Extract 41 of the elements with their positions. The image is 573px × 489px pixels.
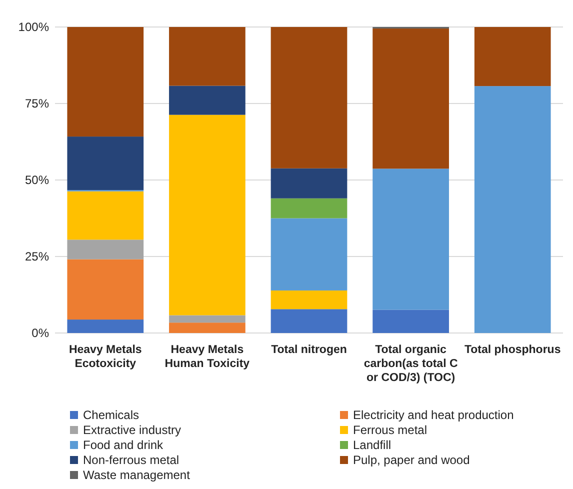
bar	[270, 168, 348, 198]
bar	[67, 191, 144, 240]
bar	[67, 136, 144, 190]
bar	[67, 259, 144, 320]
y-tick-label: 100%	[18, 20, 50, 34]
legend-label: Landfill	[353, 438, 392, 452]
bar	[372, 310, 449, 333]
legend-label: Chemicals	[83, 408, 140, 422]
bar	[67, 27, 144, 137]
bar	[169, 114, 246, 316]
y-tick-label: 50%	[24, 173, 50, 188]
x-tick-label: Heavy Metals Human Toxicity	[164, 344, 250, 370]
x-tick-label: Heavy Metals Ecotoxicity	[68, 344, 142, 370]
bar	[474, 27, 551, 86]
bar	[169, 315, 246, 323]
x-tick-label: Total phosphorus	[464, 344, 561, 356]
x-tick-label: Total nitrogen	[271, 344, 347, 356]
legend-label: Ferrous metal	[353, 423, 428, 437]
bar	[270, 218, 348, 290]
bar	[372, 28, 449, 169]
legend-label: Pulp, paper and wood	[353, 453, 470, 467]
bar	[169, 322, 246, 333]
bar	[67, 240, 144, 260]
bar	[270, 198, 348, 218]
y-tick-label: 25%	[24, 250, 50, 264]
legend-label: Extractive industry	[83, 423, 182, 437]
bar	[474, 86, 551, 333]
bar	[270, 27, 348, 168]
bar	[270, 290, 348, 310]
bar	[372, 168, 449, 310]
legend-label: Waste management	[83, 468, 191, 482]
y-tick-label: 75%	[24, 96, 50, 111]
y-tick-label: 0%	[32, 326, 50, 340]
x-tick-label: Total organic carbon(as total C or COD/3) (TOC)	[364, 344, 458, 384]
legend-label: Non-ferrous metal	[83, 453, 180, 467]
bar	[169, 86, 246, 115]
legend-label: Electricity and heat production	[353, 408, 514, 422]
bar	[270, 309, 348, 333]
bar	[67, 320, 144, 333]
legend-label: Food and drink	[83, 438, 164, 452]
bar	[169, 27, 246, 86]
